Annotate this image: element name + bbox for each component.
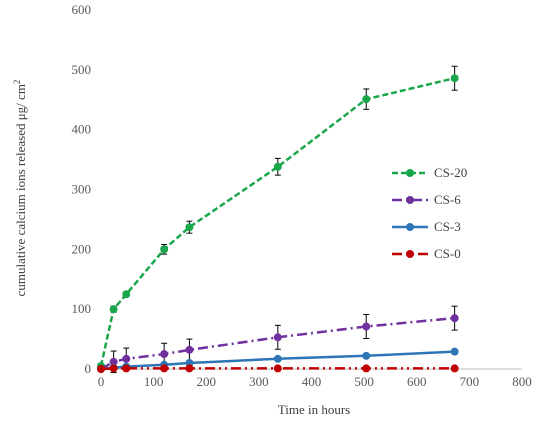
data-point-cs-20-336 — [273, 162, 282, 171]
y-tick-label-600: 600 — [72, 2, 92, 17]
x-tick-label-400: 400 — [302, 374, 322, 389]
data-point-cs-0-120 — [160, 364, 169, 373]
data-point-cs-0-336 — [273, 364, 282, 373]
data-point-cs-6-504 — [362, 322, 371, 331]
data-point-cs-6-120 — [160, 350, 169, 359]
data-point-cs-6-336 — [273, 333, 282, 342]
legend-marker-cs-3 — [406, 223, 414, 231]
data-point-cs-0-504 — [362, 364, 371, 373]
legend-item-cs-20: CS-20 — [392, 165, 467, 180]
data-point-cs-6-672 — [450, 314, 459, 323]
x-tick-label-200: 200 — [197, 374, 217, 389]
x-axis-ticks: 0 100 200 300 400 500 600 700 800 — [98, 374, 532, 389]
series-cs-0 — [97, 364, 459, 373]
legend-marker-cs-6 — [406, 196, 414, 204]
legend-label-cs-3: CS-3 — [434, 219, 461, 234]
series-line-cs-20 — [99, 76, 455, 367]
x-axis-title: Time in hours — [278, 402, 350, 417]
data-point-cs-20-24 — [109, 305, 118, 314]
data-point-cs-0-24 — [109, 364, 118, 373]
x-tick-label-0: 0 — [98, 374, 105, 389]
data-point-cs-6-24 — [109, 357, 118, 366]
y-tick-label-400: 400 — [72, 122, 92, 137]
legend: CS-20 CS-6 CS-3 CS-0 — [392, 165, 467, 261]
y-axis-title: cumulative calcium ions released μg/ cm2 — [12, 80, 28, 297]
legend-item-cs-6: CS-6 — [392, 192, 461, 207]
y-axis-title-main: cumulative calcium ions released μg/ cm — [13, 84, 28, 296]
legend-item-cs-0: CS-0 — [392, 246, 461, 261]
data-point-cs-6-48 — [122, 354, 131, 363]
data-point-cs-0-672 — [450, 364, 459, 373]
x-tick-label-800: 800 — [512, 374, 532, 389]
x-tick-label-300: 300 — [249, 374, 269, 389]
y-tick-label-200: 200 — [72, 241, 92, 256]
data-point-cs-20-48 — [122, 290, 131, 299]
y-axis-ticks: 0 100 200 300 400 500 600 — [72, 2, 92, 376]
x-tick-label-100: 100 — [144, 374, 164, 389]
data-point-cs-0-168 — [185, 364, 194, 373]
series-layer — [97, 65, 459, 374]
legend-label-cs-6: CS-6 — [434, 192, 461, 207]
x-tick-label-600: 600 — [407, 374, 427, 389]
legend-marker-cs-20 — [406, 169, 414, 177]
x-tick-label-500: 500 — [354, 374, 374, 389]
data-point-cs-20-120 — [160, 245, 169, 254]
y-tick-label-0: 0 — [85, 361, 92, 376]
data-point-cs-20-168 — [185, 223, 194, 232]
x-tick-label-700: 700 — [460, 374, 480, 389]
data-point-cs-3-672 — [450, 347, 459, 356]
series-cs-6 — [97, 305, 459, 374]
legend-item-cs-3: CS-3 — [392, 219, 461, 234]
data-point-cs-3-504 — [362, 351, 371, 360]
data-point-cs-3-336 — [273, 354, 282, 363]
data-point-cs-20-672 — [450, 74, 459, 83]
data-point-cs-20-504 — [362, 95, 371, 104]
y-tick-label-100: 100 — [72, 301, 92, 316]
legend-label-cs-0: CS-0 — [434, 246, 461, 261]
data-point-cs-0-0 — [97, 365, 105, 373]
legend-marker-cs-0 — [406, 250, 414, 258]
y-tick-label-500: 500 — [72, 62, 92, 77]
y-axis-title-superscript: 2 — [12, 80, 22, 85]
series-line-cs-6 — [100, 316, 455, 371]
data-point-cs-6-168 — [185, 345, 194, 354]
legend-label-cs-20: CS-20 — [434, 165, 467, 180]
series-cs-20 — [97, 65, 459, 371]
y-tick-label-300: 300 — [72, 182, 92, 197]
data-point-cs-0-48 — [122, 364, 131, 373]
